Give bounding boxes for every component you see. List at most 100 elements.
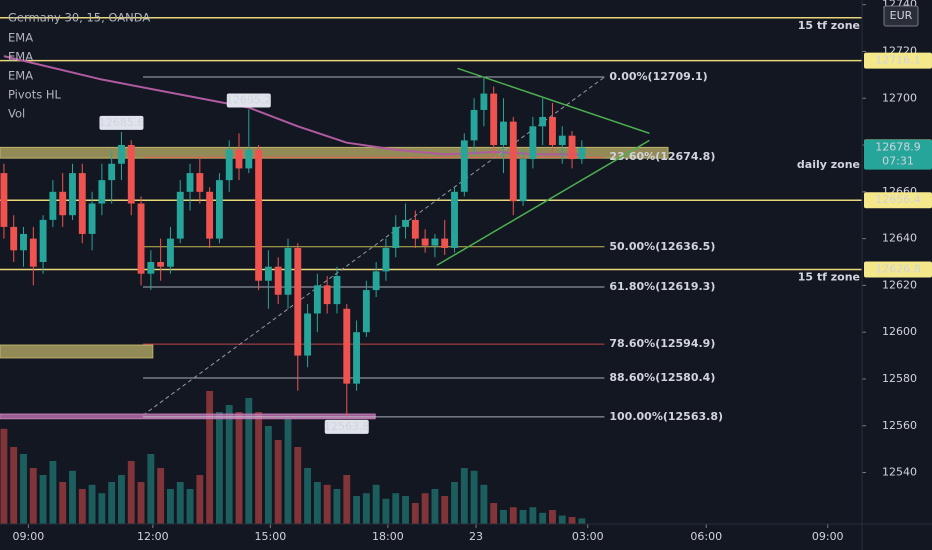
candle-body	[29, 238, 37, 267]
legend-item: Vol	[8, 107, 25, 121]
volume-bar	[509, 507, 517, 524]
pivot-label: 12695.2	[226, 93, 272, 108]
candle-body	[196, 173, 204, 192]
legend-item: EMA	[8, 31, 33, 45]
fib-label: 88.60%(12580.4)	[609, 371, 715, 384]
volume-bar	[147, 454, 155, 524]
candle-body	[421, 238, 429, 246]
candle-body	[59, 191, 67, 216]
candle-body	[10, 226, 18, 251]
candle-body	[411, 219, 419, 239]
zone-label: 15 tf zone	[798, 19, 860, 32]
price-tag-text: 12716.1	[875, 54, 921, 67]
volume-bar	[59, 482, 67, 524]
pivot-text: 12695.2	[226, 93, 272, 106]
volume-bar	[304, 468, 312, 524]
volume-bar	[10, 447, 18, 524]
candle-body	[509, 121, 517, 202]
fib-label: 61.80%(12619.3)	[609, 280, 715, 293]
currency-box	[883, 5, 919, 27]
volume-bar	[255, 412, 263, 524]
x-tick-label: 09:00	[812, 530, 844, 543]
volume-bar	[274, 440, 282, 524]
fib-label: 100.00%(12563.8)	[609, 410, 723, 423]
y-tick-label: 12640	[882, 232, 917, 245]
x-tick-label: 09:00	[13, 530, 45, 543]
candle-body	[460, 140, 468, 192]
volume-bar	[235, 412, 243, 524]
candle-body	[108, 163, 116, 181]
candle-body	[470, 109, 478, 141]
y-tick-label: 12740	[882, 0, 917, 11]
candle-body	[274, 266, 282, 295]
fib-label: 0.00%(12709.1)	[609, 70, 707, 83]
pivot-box	[226, 93, 271, 108]
volume-bar	[421, 493, 429, 524]
volume-bar	[157, 468, 165, 524]
legend-item: EMA	[8, 69, 33, 83]
x-tick-label: 15:00	[255, 530, 287, 543]
pivot-box	[324, 419, 369, 434]
candle-body	[78, 173, 86, 234]
x-tick-label: 03:00	[572, 530, 604, 543]
candle-body	[49, 191, 57, 220]
candle-body	[245, 149, 253, 169]
candle-body	[313, 285, 321, 314]
candle-body	[304, 313, 312, 356]
volume-bar	[196, 475, 204, 524]
price-tag: 12626.8	[864, 261, 932, 278]
candle-body	[235, 149, 243, 169]
candle-body	[372, 271, 380, 291]
y-tick-label: 12620	[882, 278, 917, 291]
trendline	[457, 67, 650, 135]
volume-bar	[578, 518, 586, 524]
trendline	[142, 76, 605, 416]
volume-bar	[402, 496, 409, 524]
candle-body	[441, 238, 449, 248]
candle-body	[98, 180, 106, 204]
volume-bar	[519, 510, 527, 524]
candle-body	[490, 93, 498, 146]
volume-bar	[500, 510, 507, 524]
volume-bar	[69, 470, 76, 524]
zone-label: 15 tf zone	[798, 270, 860, 283]
volume-bar	[539, 512, 547, 524]
candle-body	[264, 266, 272, 281]
volume-bar	[167, 489, 174, 524]
candle-body	[549, 116, 556, 146]
candle-body	[529, 126, 537, 160]
candle-body	[0, 173, 8, 227]
volume-bar	[323, 484, 331, 524]
candle-body	[362, 290, 370, 333]
chart-title: Germany 30, 15, OANDA	[8, 11, 150, 25]
candle-body	[176, 191, 184, 239]
pivot-box	[99, 115, 144, 130]
candle-body	[402, 219, 409, 227]
volume-bar	[49, 461, 57, 524]
y-tick-label: 12700	[882, 91, 917, 104]
candle-body	[500, 121, 507, 146]
currency: EUR	[890, 9, 913, 22]
price-tag: 12656.4	[864, 192, 932, 209]
price-tag-box	[864, 139, 932, 170]
candle-body	[343, 308, 351, 384]
price-tag-box	[864, 52, 932, 69]
candle-body	[333, 276, 341, 305]
candle-body	[431, 238, 439, 246]
volume-bar	[118, 475, 125, 524]
candle-body	[69, 173, 76, 216]
volume-bar	[127, 461, 135, 524]
candle-body	[157, 262, 165, 267]
volume-bar	[549, 510, 556, 524]
candle-body	[118, 145, 125, 164]
candle-body	[127, 145, 135, 204]
candle-body	[294, 247, 302, 356]
volume-bar	[431, 489, 439, 524]
price-tag-text: 12656.4	[875, 193, 921, 206]
volume-bar	[451, 482, 458, 524]
candle-body	[167, 238, 174, 267]
volume-bar	[284, 419, 292, 524]
fib-label: 50.00%(12636.5)	[609, 240, 715, 253]
